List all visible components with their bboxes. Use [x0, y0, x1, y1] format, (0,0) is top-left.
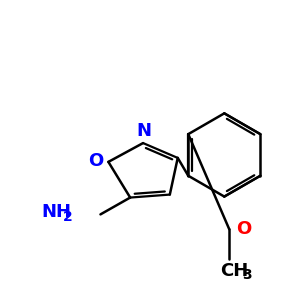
Text: CH: CH [220, 262, 248, 280]
Text: O: O [236, 220, 252, 238]
Text: N: N [136, 122, 152, 140]
Text: 2: 2 [63, 210, 73, 224]
Text: O: O [88, 152, 103, 170]
Text: 3: 3 [242, 268, 252, 282]
Text: NH: NH [41, 203, 71, 221]
